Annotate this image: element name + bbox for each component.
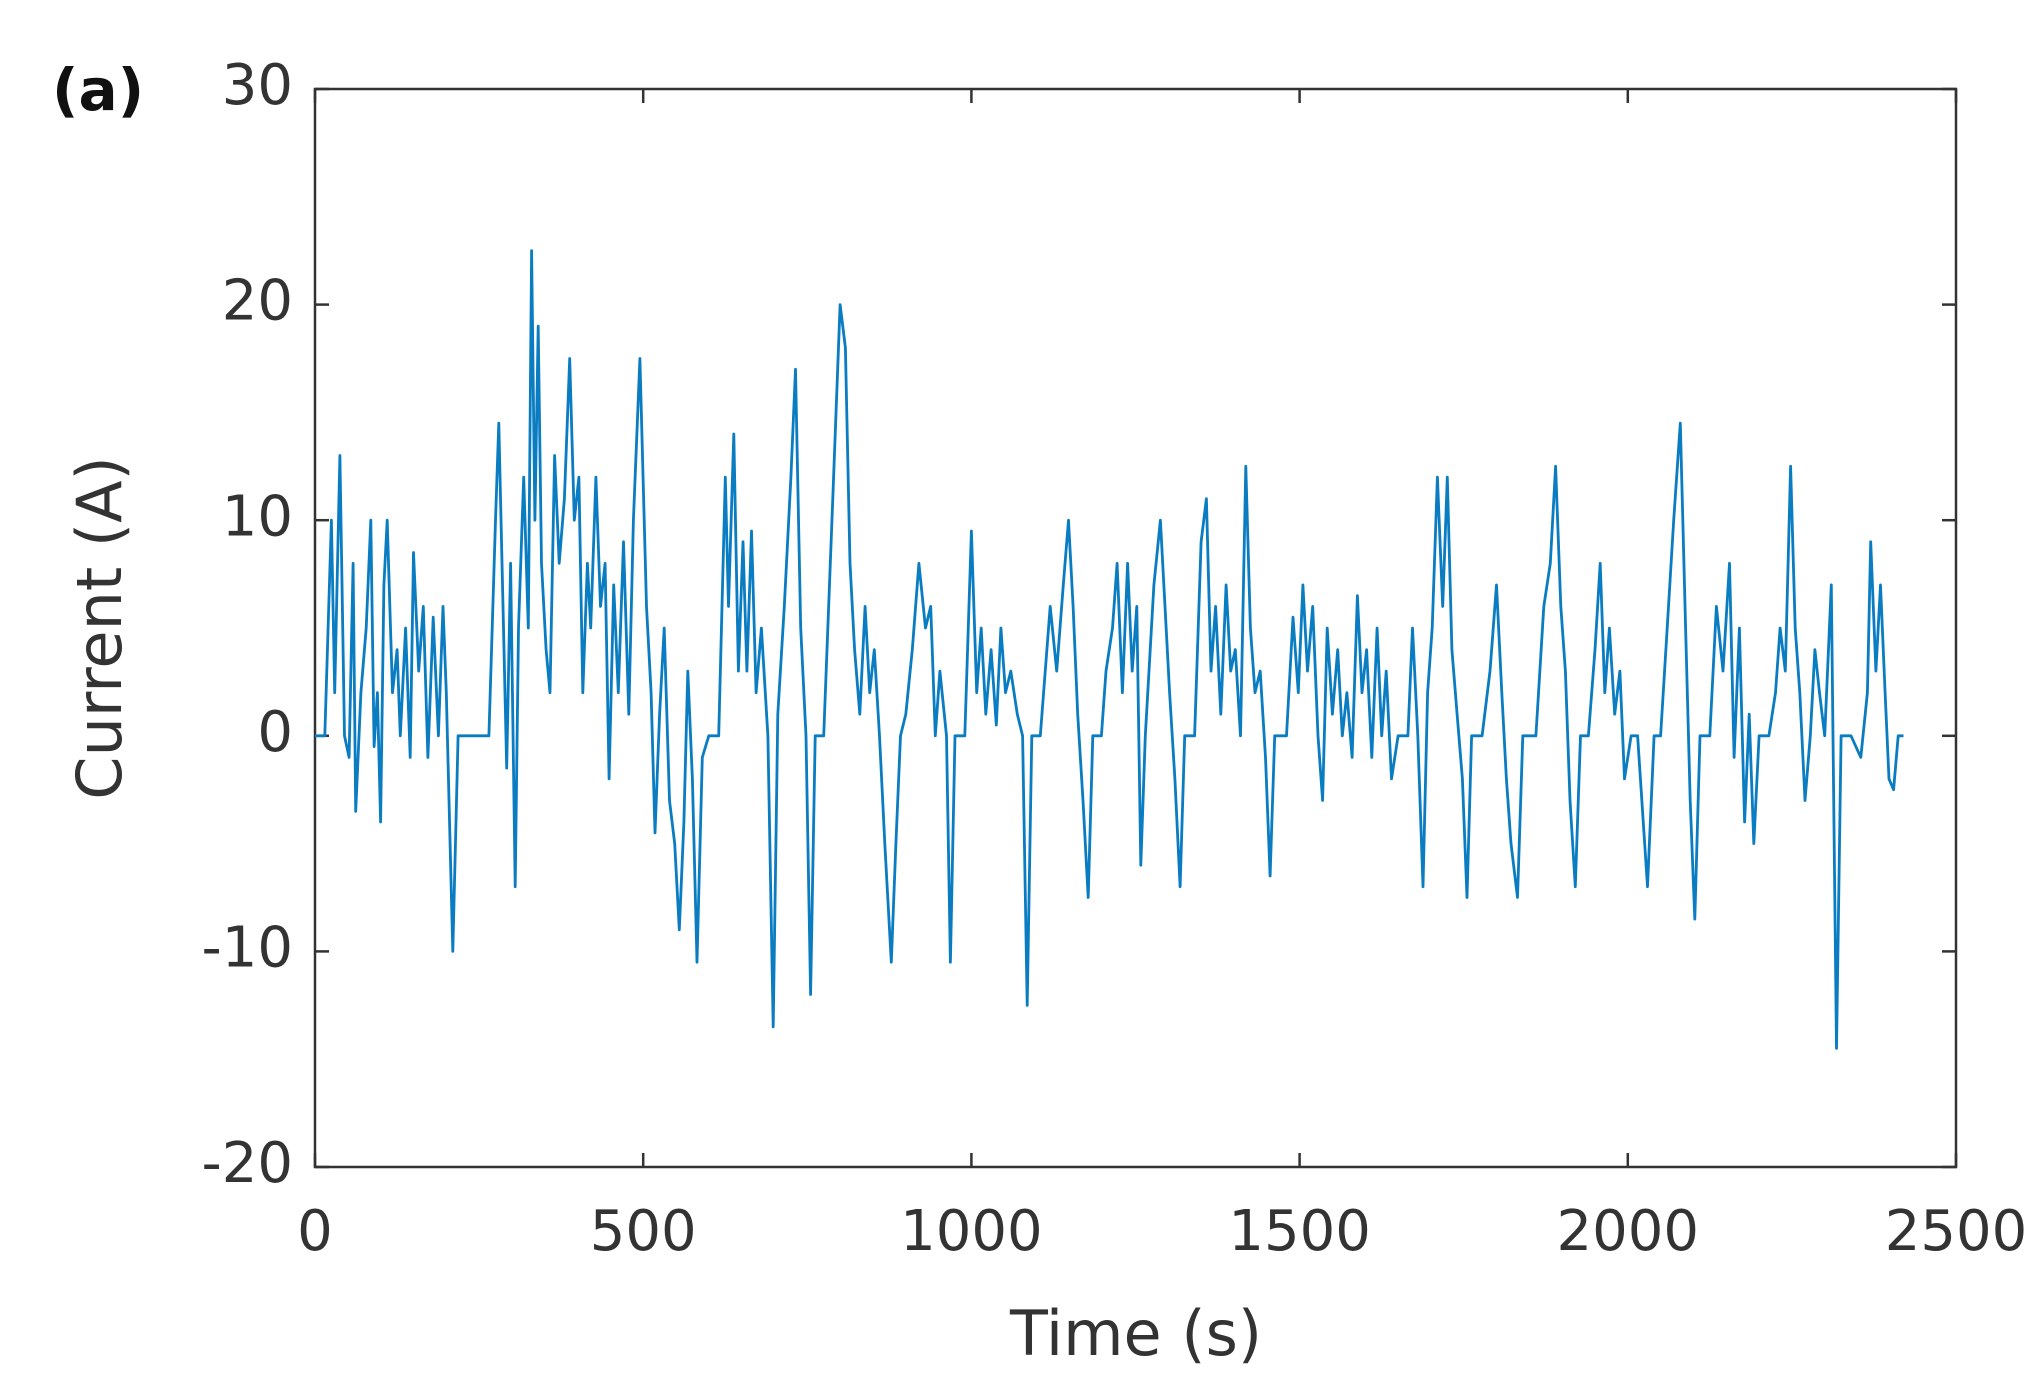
x-tick-label: 0 xyxy=(297,1199,333,1264)
plot-frame xyxy=(313,87,1958,1169)
x-tick-label: 1500 xyxy=(1228,1199,1371,1264)
x-tick-label: 2500 xyxy=(1885,1199,2028,1264)
x-tick-label: 500 xyxy=(590,1199,697,1264)
y-tick-label: 20 xyxy=(222,269,293,334)
y-tick-label: 10 xyxy=(222,484,293,549)
y-tick-label: -10 xyxy=(202,916,293,981)
x-axis-label: Time (s) xyxy=(1009,1297,1262,1370)
y-tick-label: -20 xyxy=(202,1131,293,1196)
panel-label: (a) xyxy=(52,56,144,124)
y-axis-label: Current (A) xyxy=(63,456,136,799)
x-tick-label: 2000 xyxy=(1557,1199,1700,1264)
data-line xyxy=(315,249,1904,1050)
x-tick-label: 1000 xyxy=(900,1199,1043,1264)
y-tick-label: 30 xyxy=(222,53,293,118)
y-tick-label: 0 xyxy=(257,700,293,765)
